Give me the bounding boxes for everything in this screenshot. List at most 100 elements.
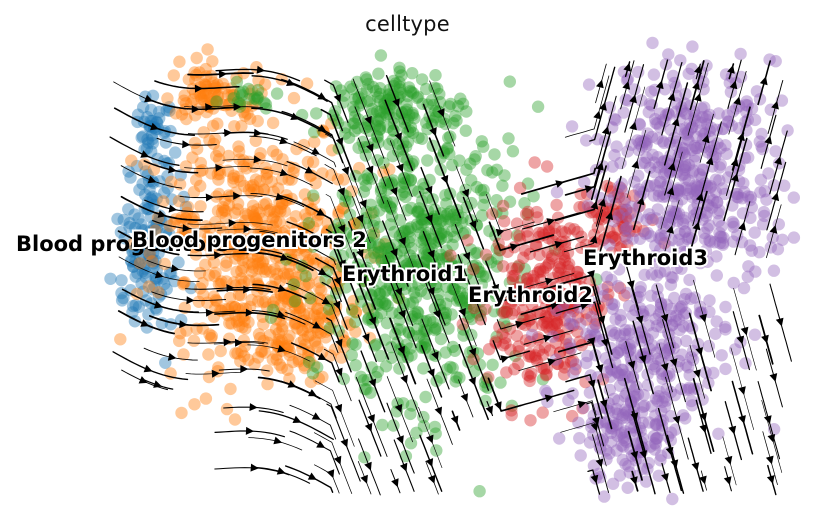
streamline	[289, 430, 340, 475]
cell-point	[160, 224, 173, 237]
cell-point	[182, 73, 195, 86]
cell-point	[570, 285, 583, 298]
cell-point	[147, 260, 160, 273]
cell-point	[678, 127, 692, 140]
cell-point	[253, 331, 267, 345]
cell-point	[479, 248, 493, 261]
cell-point	[611, 211, 624, 224]
cell-point	[348, 124, 361, 138]
cell-point	[332, 324, 345, 338]
cell-point	[227, 276, 240, 289]
cell-point	[130, 287, 144, 301]
cell-point	[687, 344, 700, 358]
cell-point	[679, 87, 692, 101]
cell-point	[444, 205, 457, 218]
cell-point	[605, 231, 619, 244]
cell-point	[216, 201, 230, 214]
cell-point	[307, 189, 320, 202]
cell-point	[531, 100, 545, 113]
cell-point	[197, 288, 210, 302]
cell-point	[691, 181, 704, 194]
cell-point	[664, 385, 678, 399]
cell-point	[148, 222, 161, 235]
cell-point	[519, 244, 532, 257]
cell-point	[442, 259, 456, 273]
cell-point	[476, 270, 490, 283]
cell-point	[658, 391, 671, 404]
cell-point	[194, 200, 207, 213]
cell-point	[207, 119, 220, 132]
cell-point	[376, 265, 390, 279]
cell-point	[124, 254, 138, 267]
cell-point	[671, 182, 685, 195]
cell-point	[656, 113, 670, 127]
cell-point	[626, 336, 639, 349]
cell-point	[552, 266, 565, 280]
cell-point	[571, 325, 584, 338]
cell-point	[193, 266, 207, 280]
cell-point	[188, 136, 202, 150]
cell-point	[748, 113, 762, 127]
streamline-arrowhead	[140, 319, 150, 327]
cell-point	[613, 329, 627, 342]
cell-point	[633, 232, 647, 245]
streamline-arrowhead	[150, 122, 159, 131]
cell-point	[651, 151, 664, 164]
cell-point	[180, 112, 193, 126]
streamline-arrowhead	[157, 210, 167, 218]
cell-point	[702, 199, 715, 212]
cell-point	[385, 306, 399, 320]
streamline-arrowhead	[705, 156, 714, 166]
streamline-arrowhead	[671, 117, 680, 127]
cell-point	[303, 354, 316, 367]
cell-point	[337, 202, 350, 215]
cell-point	[304, 329, 317, 342]
cell-point	[665, 233, 678, 246]
cell-point	[660, 180, 673, 193]
cell-point	[677, 167, 691, 181]
cell-point	[381, 120, 395, 134]
cell-point	[446, 259, 459, 273]
cell-point	[364, 251, 377, 265]
cell-point	[654, 454, 667, 467]
streamline-arrowhead	[520, 291, 529, 300]
cell-point	[699, 244, 713, 257]
cell-point	[680, 183, 693, 197]
cell-point	[228, 413, 242, 426]
cell-point	[539, 384, 552, 397]
cell-point	[470, 246, 484, 259]
cell-point	[758, 209, 771, 223]
cell-point	[169, 146, 182, 159]
cell-point	[461, 234, 474, 247]
cell-point	[357, 374, 370, 387]
cell-point	[401, 135, 415, 149]
cell-point	[251, 203, 264, 216]
streamline-arrowhead	[311, 412, 321, 420]
cell-point	[270, 148, 283, 161]
streamline-arrowhead	[738, 221, 746, 231]
cell-point	[631, 134, 644, 147]
cell-point	[227, 89, 240, 102]
cell-point	[126, 299, 140, 313]
cell-point	[644, 304, 657, 317]
cell-point	[518, 262, 531, 276]
cell-point	[622, 299, 636, 313]
cell-point	[117, 291, 130, 305]
cell-point	[188, 215, 201, 228]
cell-point	[385, 202, 398, 215]
streamline-arrowhead	[543, 334, 552, 343]
cell-point	[302, 350, 315, 363]
cell-point	[518, 197, 531, 210]
cell-point	[250, 215, 264, 228]
cell-point	[563, 310, 576, 323]
cell-point	[589, 318, 602, 331]
cell-point	[293, 260, 306, 274]
cell-point	[740, 95, 753, 108]
cell-point	[612, 209, 626, 222]
cell-point	[457, 329, 470, 342]
cell-point	[332, 238, 345, 252]
cell-point	[674, 54, 687, 67]
cell-point	[613, 469, 627, 482]
cell-point	[382, 177, 396, 191]
cell-point	[434, 232, 447, 246]
